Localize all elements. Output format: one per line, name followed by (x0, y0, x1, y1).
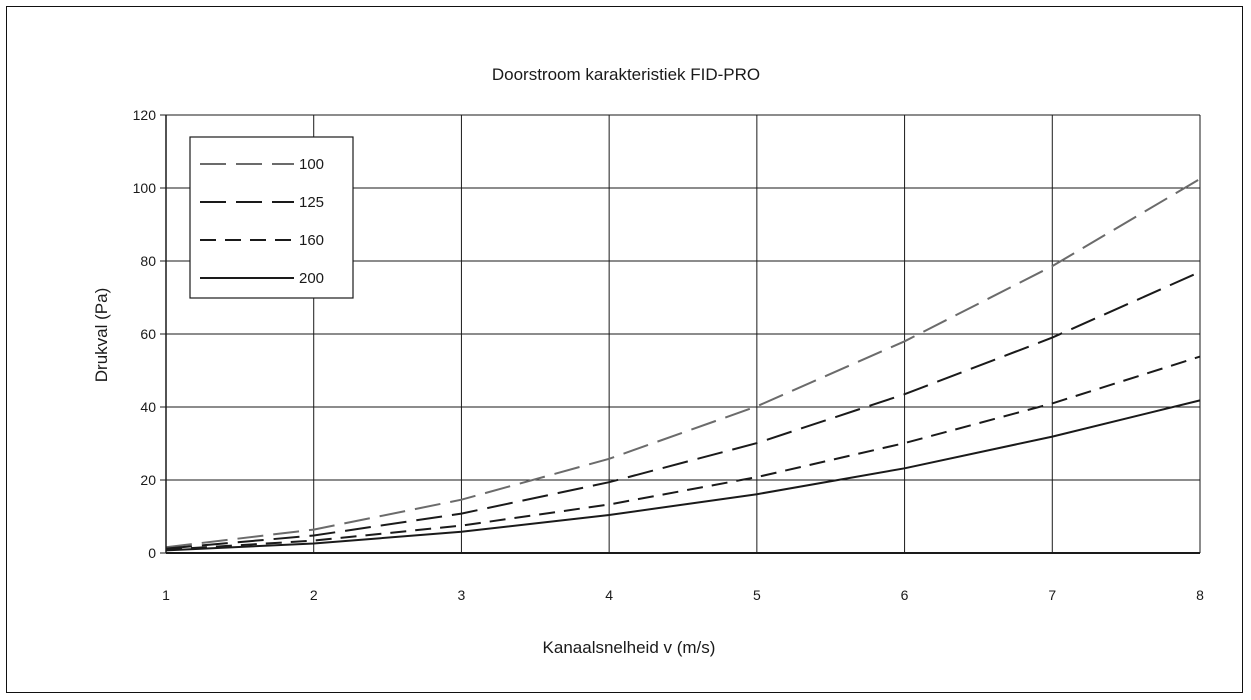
legend-label-160: 160 (299, 232, 324, 249)
y-tick-label: 20 (140, 472, 156, 488)
y-tick-label: 100 (133, 180, 157, 196)
legend-label-100: 100 (299, 156, 324, 173)
axes (160, 114, 1200, 554)
series-line-160 (165, 355, 1201, 551)
y-tick-label: 60 (140, 326, 156, 342)
series-lines (165, 178, 1201, 552)
x-tick-label: 7 (1048, 587, 1056, 603)
x-tick-label: 8 (1196, 587, 1204, 603)
y-tick-label: 0 (148, 545, 156, 561)
chart-title: Doorstroom karakteristiek FID-PRO (492, 65, 760, 84)
x-tick-labels: 1 2 3 4 5 6 7 8 (162, 587, 1204, 603)
x-tick-label: 3 (458, 587, 466, 603)
legend-box (189, 136, 354, 299)
y-tick-label: 120 (133, 107, 157, 123)
series-line-125 (165, 270, 1201, 550)
legend-label-125: 125 (299, 194, 324, 211)
chart-frame (6, 6, 1243, 693)
x-tick-label: 1 (162, 587, 170, 603)
x-axis-label: Kanaalsnelheid v (m/s) (543, 638, 716, 657)
series-line-200 (165, 399, 1201, 552)
legend: 100 125 160 200 (189, 136, 354, 299)
y-axis-label: Drukval (Pa) (92, 288, 111, 382)
y-tick-labels: 0 20 40 60 80 100 120 (133, 107, 157, 561)
y-tick-label: 40 (140, 399, 156, 415)
x-tick-label: 5 (753, 587, 761, 603)
legend-label-200: 200 (299, 270, 324, 287)
x-tick-label: 6 (901, 587, 909, 603)
x-tick-label: 4 (605, 587, 613, 603)
x-tick-label: 2 (310, 587, 318, 603)
y-tick-label: 80 (140, 253, 156, 269)
series-line-100 (165, 178, 1201, 549)
